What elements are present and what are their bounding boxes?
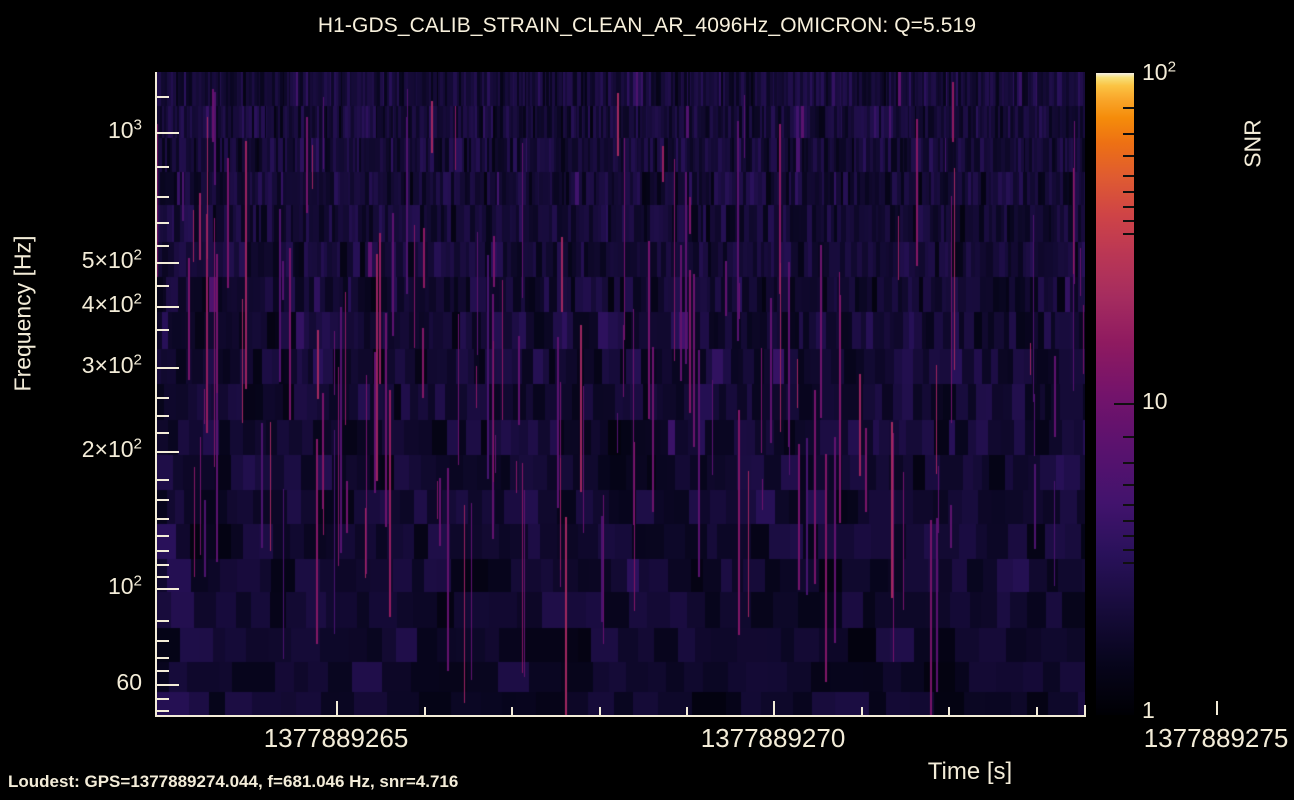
- x-tick-minor: [424, 707, 426, 715]
- y-tick-minor: [157, 657, 169, 659]
- y-tick-minor: [157, 245, 169, 247]
- x-axis-title: Time [s]: [927, 758, 1013, 785]
- colorbar-tick-minor: [1123, 562, 1134, 564]
- axis-frame-right: [1084, 705, 1086, 717]
- colorbar-tick-minor: [1123, 155, 1134, 157]
- y-tick-minor: [157, 499, 169, 501]
- colorbar-tick-minor: [1123, 484, 1134, 486]
- colorbar-title: SNR: [1239, 119, 1266, 168]
- axis-frame-left: [155, 72, 157, 717]
- colorbar-gradient: [1096, 73, 1134, 715]
- y-tick-major: [157, 451, 179, 453]
- y-tick-minor: [157, 564, 169, 566]
- page-title: H1-GDS_CALIB_STRAIN_CLEAN_AR_4096Hz_OMIC…: [317, 14, 977, 37]
- x-tick-major: [773, 701, 775, 715]
- x-tick-label: 1377889270: [700, 723, 846, 753]
- colorbar-tick-minor: [1123, 107, 1134, 109]
- y-tick-minor: [157, 535, 169, 537]
- y-tick-label: 3×102: [81, 351, 142, 378]
- colorbar-tick-minor: [1123, 504, 1134, 506]
- y-tick-minor: [157, 196, 169, 198]
- colorbar-tick-minor: [1123, 233, 1134, 235]
- colorbar-tick-label: 1: [1142, 697, 1155, 723]
- y-tick-label: 5×102: [81, 246, 142, 273]
- x-tick-minor: [686, 707, 688, 715]
- colorbar-tick-minor: [1123, 535, 1134, 537]
- x-tick-major: [336, 701, 338, 715]
- colorbar-tick-minor: [1123, 175, 1134, 177]
- spectrogram-canvas[interactable]: [156, 72, 1085, 715]
- y-tick-minor: [157, 397, 169, 399]
- y-tick-minor: [157, 432, 169, 434]
- y-tick-label: 4×102: [81, 290, 142, 317]
- colorbar-tick-label: 102: [1142, 58, 1177, 85]
- x-tick-minor: [511, 707, 513, 715]
- x-tick-label: 1377889265: [263, 723, 409, 753]
- spectrogram-image[interactable]: [156, 72, 1085, 715]
- y-tick-minor: [157, 550, 169, 552]
- colorbar-tick-minor: [1123, 133, 1134, 135]
- y-tick-major: [157, 132, 179, 134]
- y-tick-minor: [157, 576, 169, 578]
- y-tick-label: 103: [107, 116, 142, 143]
- colorbar-tick-minor: [1123, 206, 1134, 208]
- y-tick-minor: [157, 166, 169, 168]
- y-tick-minor: [157, 285, 169, 287]
- y-tick-minor: [157, 96, 169, 98]
- y-tick-major: [157, 306, 179, 308]
- y-tick-major: [157, 367, 179, 369]
- y-tick-major: [157, 684, 179, 686]
- colorbar-tick-major: [1114, 403, 1134, 405]
- y-tick-minor: [157, 710, 169, 712]
- y-tick-minor: [157, 329, 169, 331]
- x-tick-minor: [599, 707, 601, 715]
- colorbar-tick-minor: [1123, 549, 1134, 551]
- x-tick-minor: [948, 707, 950, 715]
- x-tick-label: 1377889275: [1143, 723, 1289, 753]
- y-tick-major: [157, 588, 179, 590]
- y-tick-label: 102: [107, 572, 142, 599]
- colorbar-tick-minor: [1123, 520, 1134, 522]
- x-tick-minor: [861, 707, 863, 715]
- y-tick-minor: [157, 479, 169, 481]
- colorbar-tick-minor: [1123, 436, 1134, 438]
- colorbar-tick-minor: [1123, 220, 1134, 222]
- x-tick-major: [1216, 701, 1218, 715]
- y-tick-label: 2×102: [81, 435, 142, 462]
- y-axis-title: Frequency [Hz]: [9, 235, 36, 392]
- y-tick-minor: [157, 518, 169, 520]
- y-tick-major: [157, 262, 179, 264]
- loudest-trigger-footer: Loudest: GPS=1377889274.044, f=681.046 H…: [8, 772, 459, 791]
- colorbar-tick-minor: [1123, 191, 1134, 193]
- y-tick-minor: [157, 222, 169, 224]
- colorbar[interactable]: [1096, 73, 1134, 715]
- x-tick-minor: [1036, 707, 1038, 715]
- y-tick-minor: [157, 670, 169, 672]
- y-tick-minor: [157, 640, 169, 642]
- y-tick-minor: [157, 698, 169, 700]
- colorbar-tick-minor: [1123, 462, 1134, 464]
- y-tick-minor: [157, 620, 169, 622]
- colorbar-tick-label: 10: [1142, 388, 1168, 414]
- y-tick-label: 60: [116, 669, 142, 695]
- axis-frame-bottom: [155, 715, 1086, 717]
- y-tick-minor: [157, 415, 169, 417]
